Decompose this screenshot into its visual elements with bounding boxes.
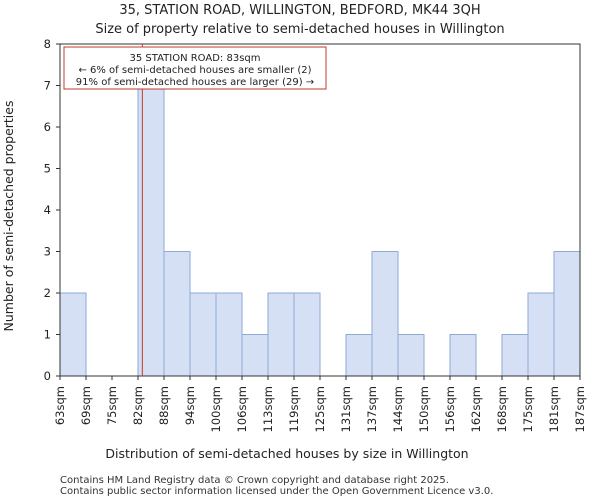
x-tick-label: 125sqm (313, 386, 327, 432)
y-tick-label: 5 (44, 162, 51, 176)
x-tick-label: 106sqm (235, 386, 249, 432)
bar-181sqm (553, 251, 581, 377)
bar-137sqm (371, 251, 399, 377)
footer-line-1: Contains HM Land Registry data © Crown c… (60, 475, 449, 486)
property-marker: 35 STATION ROAD: 83sqm ← 6% of semi-deta… (63, 44, 327, 376)
x-tick-label: 156sqm (443, 386, 457, 432)
bar-94sqm (189, 292, 217, 377)
bar-144sqm (397, 334, 425, 377)
x-axis-title: Distribution of semi-detached houses by … (105, 446, 468, 461)
x-tick-label: 119sqm (287, 386, 301, 432)
x-tick-label: 69sqm (79, 386, 93, 425)
x-tick-label: 137sqm (365, 386, 379, 432)
bar-156sqm (449, 334, 477, 377)
x-tick-label: 144sqm (391, 386, 405, 432)
bar-106sqm (241, 334, 269, 377)
y-tick-label: 7 (44, 79, 51, 93)
bar-119sqm (293, 292, 321, 377)
x-tick-label: 113sqm (261, 386, 275, 432)
x-tick-label: 63sqm (53, 386, 67, 425)
annotation-box (63, 46, 327, 90)
x-tick-label: 82sqm (131, 386, 145, 425)
annotation-line-2: ← 6% of semi-detached houses are smaller… (78, 65, 311, 76)
x-tick-label: 181sqm (547, 386, 561, 432)
y-tick-label: 2 (44, 286, 51, 300)
y-tick-label: 0 (44, 369, 51, 383)
x-tick-label: 88sqm (157, 386, 171, 425)
bar-100sqm (215, 292, 243, 377)
y-tick-label: 6 (44, 120, 51, 134)
bar-168sqm (501, 334, 529, 377)
bar-63sqm (59, 292, 87, 377)
bars-group (59, 85, 581, 377)
chart-title: 35, STATION ROAD, WILLINGTON, BEDFORD, M… (119, 3, 480, 18)
x-tick-label: 175sqm (521, 386, 535, 432)
bar-131sqm (345, 334, 373, 377)
y-tick-label: 4 (44, 203, 51, 217)
bar-88sqm (163, 251, 191, 377)
x-tick-label: 100sqm (209, 386, 223, 432)
x-tick-label: 162sqm (469, 386, 483, 432)
x-tick-label: 131sqm (339, 386, 353, 432)
annotation-line-3: 91% of semi-detached houses are larger (… (76, 77, 314, 88)
footer-line-2: Contains public sector information licen… (60, 486, 493, 497)
chart-subtitle: Size of property relative to semi-detach… (95, 22, 504, 37)
x-tick-label: 75sqm (105, 386, 119, 425)
bar-175sqm (527, 292, 555, 377)
x-axis: 63sqm 69sqm 75sqm 82sqm 88sqm 94sqm 100sqm 106s… (53, 376, 587, 432)
y-tick-label: 8 (44, 37, 51, 51)
y-axis: 0 1 2 3 4 5 6 7 8 (44, 37, 60, 383)
y-tick-label: 1 (44, 328, 51, 342)
y-tick-label: 3 (44, 245, 51, 259)
y-axis-title: Number of semi-detached properties (1, 101, 16, 332)
x-tick-label: 150sqm (417, 386, 431, 432)
bar-113sqm (267, 292, 295, 377)
x-tick-label: 168sqm (495, 386, 509, 432)
annotation-line-1: 35 STATION ROAD: 83sqm (130, 53, 261, 64)
x-tick-label: 94sqm (183, 386, 197, 425)
x-tick-label: 187sqm (573, 386, 587, 432)
